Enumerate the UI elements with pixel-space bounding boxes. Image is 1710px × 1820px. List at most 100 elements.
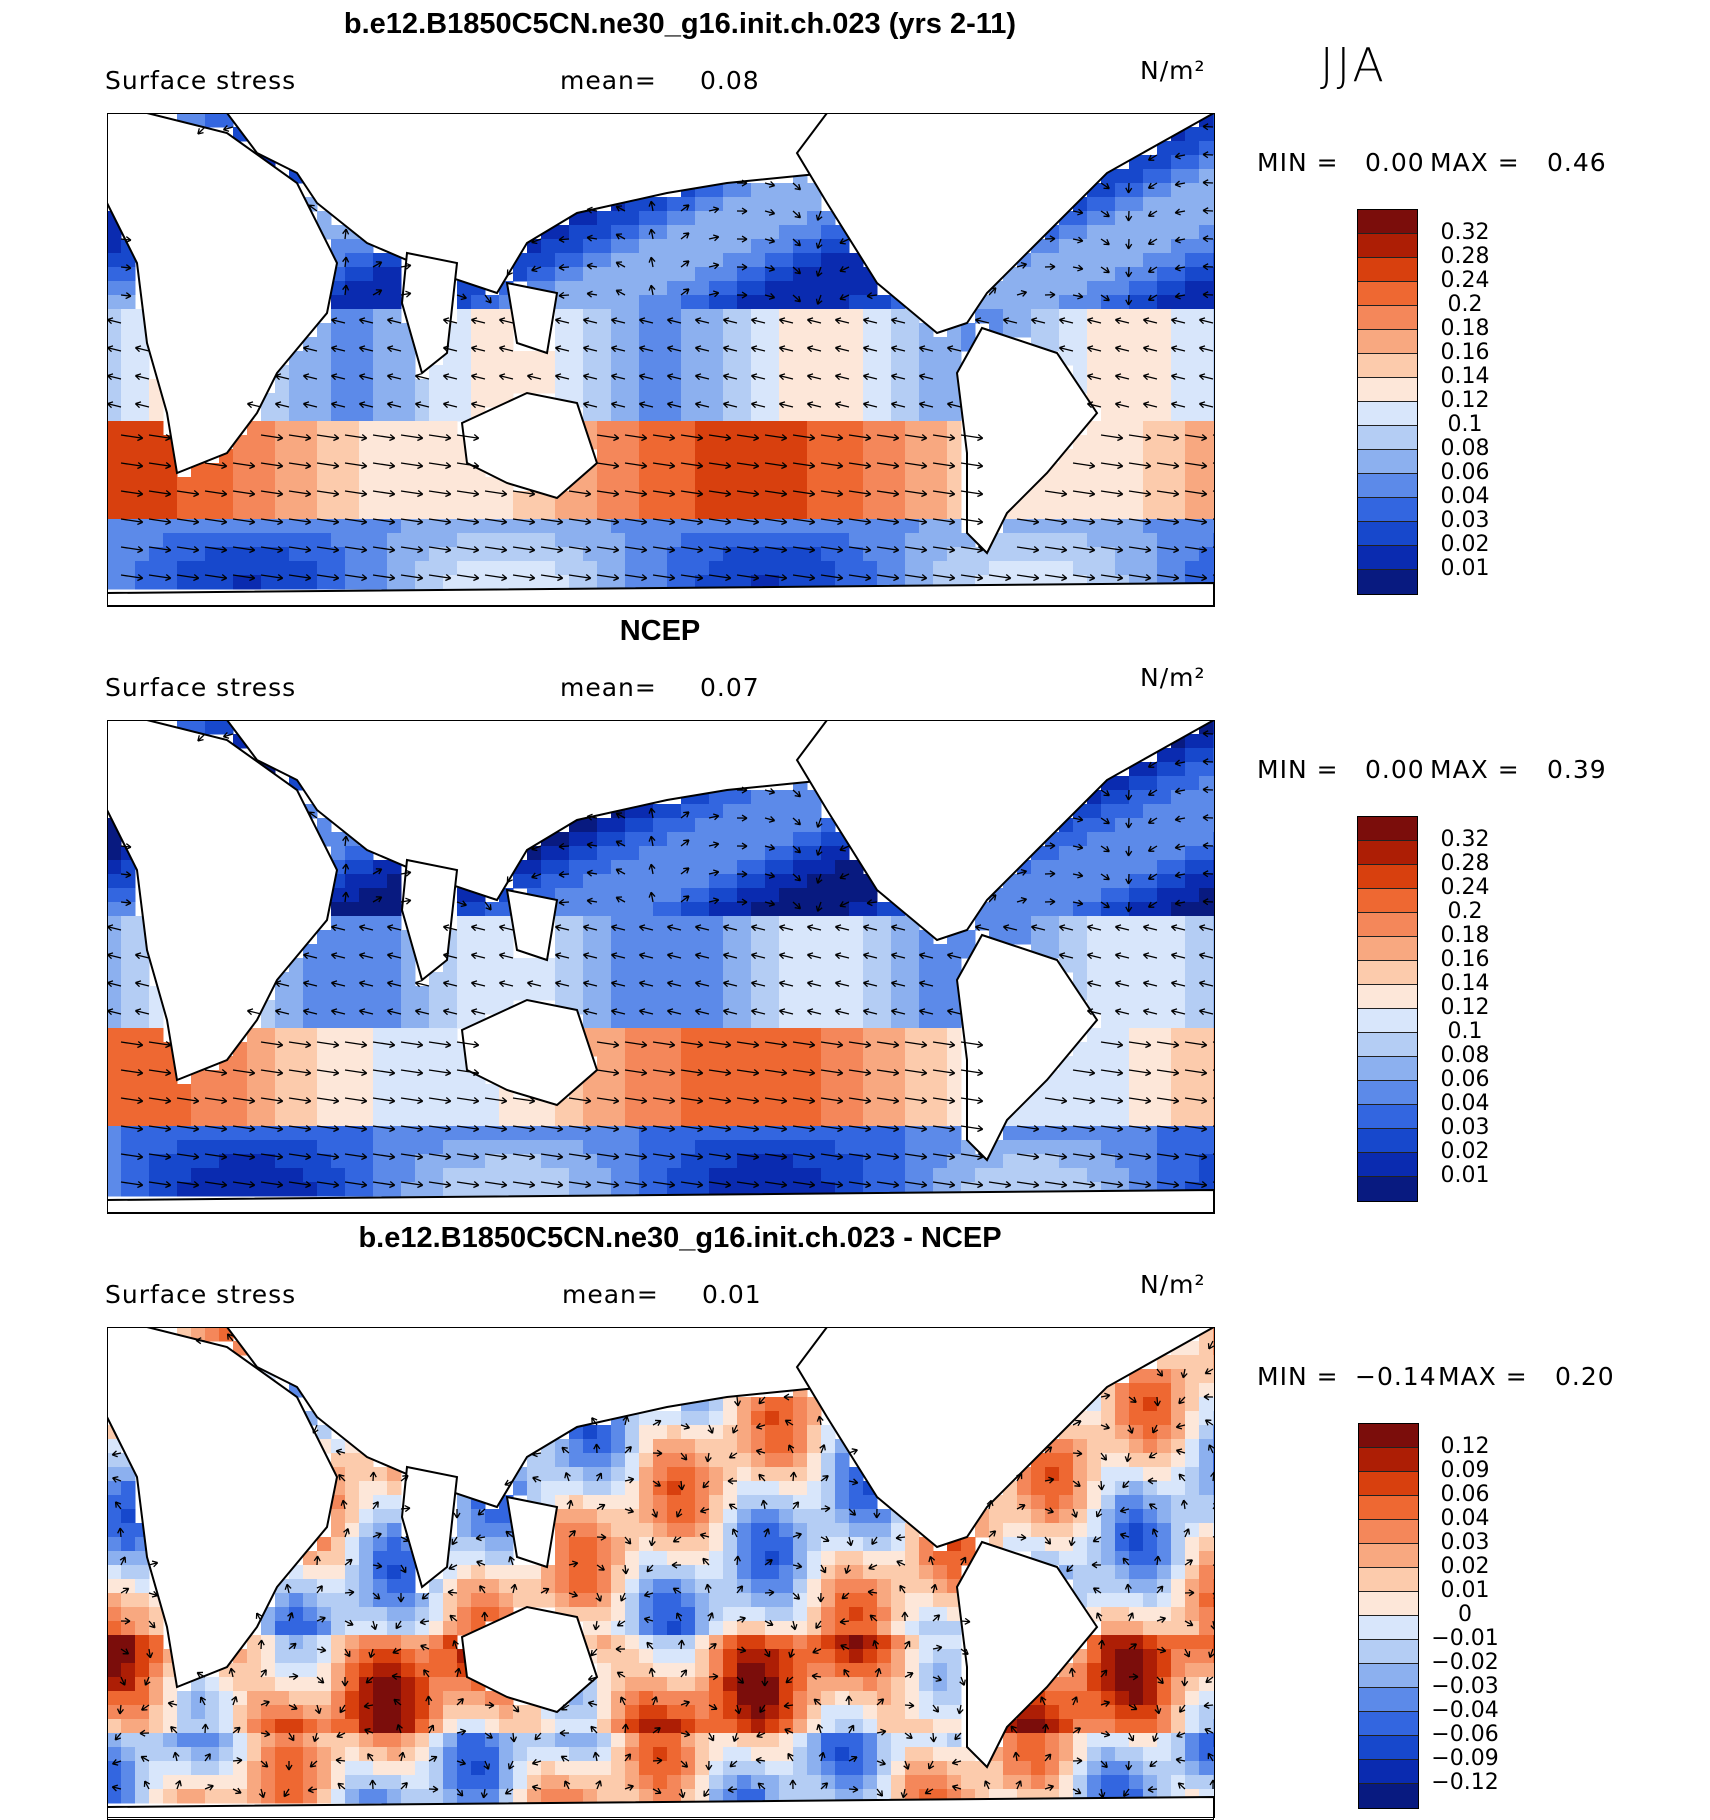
field-cell: [1073, 818, 1088, 833]
field-cell: [1031, 505, 1046, 520]
field-cell: [695, 1112, 710, 1127]
field-cell: [1185, 1495, 1200, 1510]
field-cell: [821, 1112, 836, 1127]
field-cell: [625, 505, 640, 520]
field-cell: [107, 1056, 122, 1071]
field-cell: [653, 225, 668, 240]
field-cell: [387, 379, 402, 394]
field-cell: [1115, 958, 1130, 973]
field-cell: [457, 337, 472, 352]
field-cell: [1129, 379, 1144, 394]
field-cell: [415, 1056, 430, 1071]
field-cell: [569, 267, 584, 282]
field-cell: [863, 561, 878, 576]
field-cell: [807, 253, 822, 268]
field-cell: [1101, 1014, 1116, 1029]
field-cell: [1185, 846, 1200, 861]
field-cell: [793, 393, 808, 408]
field-cell: [877, 986, 892, 1001]
field-cell: [1115, 1140, 1130, 1155]
field-cell: [1213, 804, 1214, 819]
field-cell: [793, 930, 808, 945]
field-cell: [667, 281, 682, 296]
field-cell: [513, 267, 528, 282]
field-cell: [569, 351, 584, 366]
field-cell: [1213, 1014, 1214, 1029]
field-cell: [695, 958, 710, 973]
field-cell: [737, 323, 752, 338]
field-cell: [1199, 1028, 1214, 1043]
field-cell: [1171, 1481, 1186, 1496]
field-cell: [177, 477, 192, 492]
colorbar-swatch: [1358, 817, 1417, 841]
field-cell: [541, 351, 556, 366]
field-cell: [583, 1495, 598, 1510]
field-cell: [401, 379, 416, 394]
field-cell: [1017, 916, 1032, 931]
field-cell: [947, 1056, 962, 1071]
field-cell: [1157, 1439, 1172, 1454]
field-cell: [317, 972, 332, 987]
field-cell: [107, 351, 122, 366]
field-cell: [1185, 1084, 1200, 1099]
field-cell: [1115, 776, 1130, 791]
field-cell: [793, 225, 808, 240]
field-cell: [807, 986, 822, 1001]
field-cell: [891, 930, 906, 945]
field-cell: [919, 1014, 934, 1029]
field-cell: [793, 888, 808, 903]
field-cell: [877, 393, 892, 408]
field-cell: [681, 874, 696, 889]
field-cell: [737, 379, 752, 394]
field-cell: [1101, 337, 1116, 352]
field-cell: [1199, 561, 1214, 576]
field-cell: [1171, 267, 1186, 282]
field-cell: [905, 1014, 920, 1029]
field-cell: [821, 449, 836, 464]
field-cell: [317, 323, 332, 338]
field-cell: [1101, 972, 1116, 987]
field-cell: [541, 1168, 556, 1183]
field-cell: [1143, 1028, 1158, 1043]
field-cell: [863, 379, 878, 394]
field-cell: [667, 846, 682, 861]
field-cell: [611, 1495, 626, 1510]
field-cell: [247, 435, 262, 450]
field-cell: [639, 1439, 654, 1454]
field-cell: [1101, 1056, 1116, 1071]
field-cell: [415, 561, 430, 576]
field-cell: [695, 832, 710, 847]
field-cell: [863, 1056, 878, 1071]
field-cell: [387, 958, 402, 973]
field-cell: [1129, 407, 1144, 422]
field-cell: [849, 1014, 864, 1029]
field-cell: [1143, 225, 1158, 240]
field-cell: [807, 323, 822, 338]
field-cell: [821, 916, 836, 931]
field-cell: [471, 533, 486, 548]
field-cell: [373, 309, 388, 324]
field-cell: [751, 295, 766, 310]
field-cell: [681, 351, 696, 366]
field-cell: [1101, 1397, 1116, 1412]
field-cell: [121, 337, 136, 352]
field-cell: [331, 930, 346, 945]
field-cell: [387, 323, 402, 338]
field-cell: [373, 505, 388, 520]
field-cell: [373, 944, 388, 959]
field-cell: [1143, 1439, 1158, 1454]
field-cell: [135, 1028, 150, 1043]
field-cell: [107, 1168, 122, 1183]
field-cell: [877, 1084, 892, 1099]
field-cell: [625, 379, 640, 394]
field-cell: [1087, 902, 1102, 917]
field-cell: [569, 253, 584, 268]
field-cell: [779, 790, 794, 805]
colorbar-swatch: [1358, 354, 1417, 378]
field-cell: [765, 832, 780, 847]
field-cell: [177, 1168, 192, 1183]
field-cell: [275, 533, 290, 548]
field-cell: [583, 1453, 598, 1468]
field-cell: [793, 944, 808, 959]
field-cell: [471, 930, 486, 945]
